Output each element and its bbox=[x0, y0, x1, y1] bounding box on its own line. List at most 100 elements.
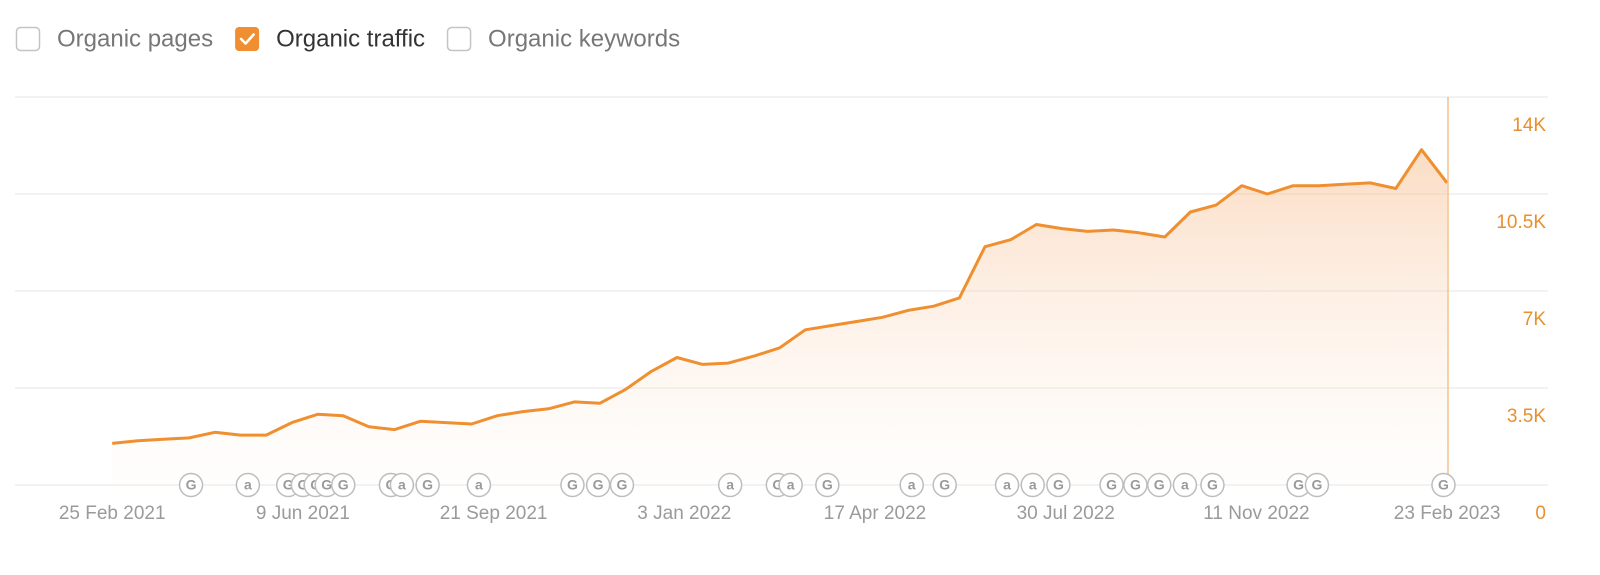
plot bbox=[112, 148, 1449, 485]
event-label[interactable]: a bbox=[908, 477, 916, 493]
event-label[interactable]: G bbox=[1312, 477, 1323, 493]
event-marker[interactable]: G bbox=[560, 472, 585, 498]
event-label[interactable]: a bbox=[475, 477, 483, 493]
x-tick-label: 3 Jan 2022 bbox=[637, 503, 731, 524]
event-circle[interactable] bbox=[585, 472, 611, 498]
event-marker[interactable]: a bbox=[389, 472, 415, 498]
event-label[interactable]: G bbox=[321, 477, 332, 493]
event-label[interactable]: G bbox=[338, 477, 349, 493]
toggle-label[interactable]: Organic keywords bbox=[488, 25, 680, 52]
event-marker[interactable]: G bbox=[585, 472, 611, 498]
event-circle[interactable] bbox=[1046, 472, 1071, 498]
y-tick-label: 3.5K bbox=[1507, 406, 1546, 427]
event-circle[interactable] bbox=[899, 472, 924, 498]
event-label[interactable]: G bbox=[1106, 477, 1117, 493]
event-label[interactable]: G bbox=[1438, 477, 1449, 493]
event-marker[interactable]: G bbox=[330, 472, 356, 498]
event-label[interactable]: a bbox=[787, 477, 795, 493]
event-label[interactable]: G bbox=[186, 477, 197, 493]
event-marker[interactable]: a bbox=[994, 472, 1020, 498]
event-label[interactable]: a bbox=[244, 477, 252, 493]
event-circle[interactable] bbox=[1304, 472, 1330, 498]
y-tick-label: 14K bbox=[1512, 115, 1546, 136]
event-circle[interactable] bbox=[1123, 472, 1148, 498]
event-marker[interactable]: G bbox=[1200, 472, 1225, 498]
event-circle[interactable] bbox=[932, 472, 957, 498]
event-label[interactable]: G bbox=[1207, 477, 1218, 493]
event-circle[interactable] bbox=[466, 472, 492, 498]
event-label[interactable]: G bbox=[1130, 477, 1141, 493]
event-label[interactable]: a bbox=[726, 477, 734, 493]
event-circle[interactable] bbox=[235, 472, 261, 498]
event-circle[interactable] bbox=[1020, 472, 1045, 498]
event-marker[interactable]: G bbox=[1123, 472, 1148, 498]
event-circle[interactable] bbox=[415, 472, 440, 498]
event-marker[interactable]: a bbox=[778, 472, 803, 498]
event-marker[interactable]: G bbox=[932, 472, 957, 498]
event-marker[interactable]: G bbox=[1046, 472, 1071, 498]
checkbox[interactable] bbox=[15, 26, 41, 52]
event-circle[interactable] bbox=[330, 472, 356, 498]
event-marker[interactable]: G bbox=[1146, 472, 1172, 498]
event-circle[interactable] bbox=[1200, 472, 1225, 498]
event-marker[interactable]: a bbox=[899, 472, 924, 498]
y-tick-label: 10.5K bbox=[1496, 212, 1546, 233]
event-label[interactable]: G bbox=[1293, 477, 1304, 493]
event-marker[interactable]: a bbox=[466, 472, 492, 498]
event-circle[interactable] bbox=[717, 472, 743, 498]
event-marker[interactable]: a bbox=[1020, 472, 1045, 498]
toggle[interactable]: Organic traffic bbox=[235, 25, 425, 52]
x-tick-label: 11 Nov 2022 bbox=[1203, 503, 1309, 524]
toggle-label[interactable]: Organic pages bbox=[57, 25, 213, 52]
check-mark bbox=[239, 33, 255, 45]
x-tick-label: 23 Feb 2023 bbox=[1394, 503, 1501, 524]
event-circle[interactable] bbox=[1431, 472, 1456, 498]
event-marker[interactable]: a bbox=[1172, 472, 1198, 498]
event-marker[interactable]: G bbox=[1304, 472, 1330, 498]
event-circle[interactable] bbox=[815, 472, 840, 498]
event-label[interactable]: G bbox=[822, 477, 833, 493]
event-marker[interactable]: a bbox=[717, 472, 743, 498]
event-marker[interactable]: G bbox=[815, 472, 840, 498]
event-marker[interactable]: G bbox=[1431, 472, 1456, 498]
checkbox[interactable] bbox=[446, 26, 472, 52]
toggle-label[interactable]: Organic traffic bbox=[276, 25, 425, 52]
x-tick-label: 21 Sep 2021 bbox=[440, 503, 548, 524]
event-label[interactable]: a bbox=[1029, 477, 1037, 493]
y-tick-label: 0 bbox=[1535, 503, 1546, 524]
event-label[interactable]: G bbox=[1154, 477, 1165, 493]
x-tick-label: 17 Apr 2022 bbox=[824, 503, 926, 524]
event-marker[interactable]: G bbox=[415, 472, 440, 498]
event-label[interactable]: G bbox=[283, 477, 294, 493]
event-circle[interactable] bbox=[609, 472, 635, 498]
event-marker[interactable]: G bbox=[609, 472, 635, 498]
event-label[interactable]: G bbox=[422, 477, 433, 493]
event-label[interactable]: G bbox=[617, 477, 628, 493]
x-tick-label: 25 Feb 2021 bbox=[59, 503, 166, 524]
event-label[interactable]: G bbox=[772, 477, 783, 493]
event-label[interactable]: a bbox=[1003, 477, 1011, 493]
toggle-bar: Organic pages Organic traffic Organic keyw… bbox=[15, 25, 681, 52]
event-circle[interactable] bbox=[178, 472, 204, 498]
x-tick-label: 9 Jun 2021 bbox=[256, 503, 350, 524]
event-circle[interactable] bbox=[778, 472, 803, 498]
event-label[interactable]: G bbox=[1053, 477, 1064, 493]
event-circle[interactable] bbox=[560, 472, 585, 498]
event-circle[interactable] bbox=[1172, 472, 1198, 498]
event-marker[interactable]: a bbox=[235, 472, 261, 498]
event-circle[interactable] bbox=[1099, 472, 1124, 498]
event-label[interactable]: G bbox=[567, 477, 578, 493]
event-label[interactable]: a bbox=[398, 477, 406, 493]
checkbox-checked[interactable] bbox=[235, 27, 260, 51]
toggle[interactable]: Organic keywords bbox=[446, 25, 681, 52]
event-circle[interactable] bbox=[994, 472, 1020, 498]
event-label[interactable]: a bbox=[1181, 477, 1189, 493]
event-circle[interactable] bbox=[1146, 472, 1172, 498]
event-label[interactable]: G bbox=[939, 477, 950, 493]
event-label[interactable]: G bbox=[593, 477, 604, 493]
event-label[interactable]: G bbox=[297, 477, 308, 493]
event-marker[interactable]: G bbox=[1099, 472, 1124, 498]
event-marker[interactable]: G bbox=[178, 472, 204, 498]
event-circle[interactable] bbox=[389, 472, 415, 498]
toggle[interactable]: Organic pages bbox=[15, 25, 214, 52]
